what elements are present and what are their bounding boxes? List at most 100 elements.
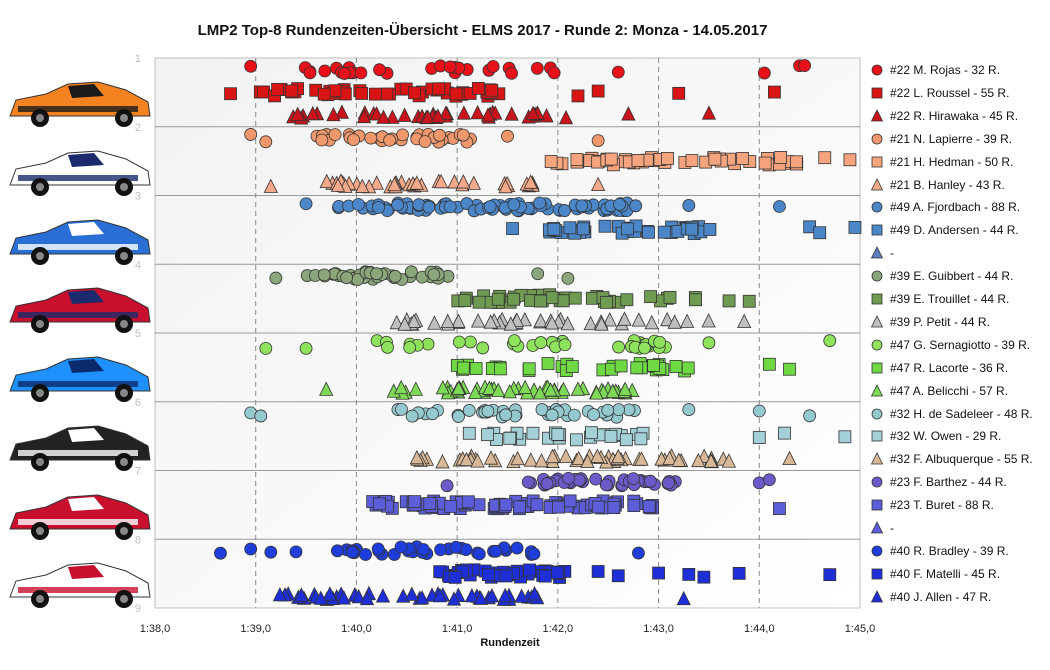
data-point [517, 379, 533, 394]
legend-label: #21 B. Hanley - 43 R. [890, 177, 1005, 192]
legend-item: #21 B. Hanley - 43 R. [868, 174, 1005, 196]
x-tick-label: 1:42,0 [543, 623, 574, 635]
legend-marker [871, 224, 883, 236]
data-point [599, 478, 613, 492]
data-point [591, 84, 605, 98]
legend-marker [871, 87, 883, 99]
data-point [319, 381, 334, 396]
data-point [459, 451, 474, 467]
data-point [443, 200, 457, 214]
data-point [269, 271, 283, 285]
circle-marker-icon [871, 545, 883, 557]
data-point [289, 545, 303, 559]
data-point [456, 361, 470, 375]
circle-marker-icon [871, 408, 883, 419]
data-point [732, 566, 746, 580]
data-point [491, 292, 505, 306]
legend-label: #47 R. Lacorte - 36 R. [890, 360, 1009, 375]
data-point [662, 476, 675, 490]
legend-label: #21 H. Hedman - 50 R. [890, 154, 1014, 169]
data-point [547, 222, 561, 236]
data-point [456, 105, 472, 120]
data-point [451, 380, 466, 395]
legend-marker [871, 408, 883, 419]
triangle-marker-icon [870, 521, 884, 534]
data-point [389, 314, 404, 330]
legend-marker [871, 133, 883, 145]
legend-item: #21 N. Lapierre - 39 R. [868, 128, 1012, 150]
data-point [534, 294, 548, 308]
data-point [473, 590, 488, 605]
triangle-marker-icon [870, 383, 884, 396]
legend-item: #47 R. Lacorte - 36 R. [868, 357, 1008, 379]
data-point [580, 453, 595, 469]
circle-marker-icon [871, 339, 883, 351]
data-point [347, 133, 360, 147]
data-point [848, 221, 862, 234]
data-point [818, 151, 832, 165]
series-points [244, 402, 817, 424]
data-point [540, 477, 554, 490]
square-marker-icon [871, 293, 883, 305]
legend-marker [870, 177, 884, 190]
data-point [685, 222, 699, 236]
legend-item: #39 E. Trouillet - 44 R. [868, 288, 1009, 310]
data-point [396, 128, 409, 142]
data-point [476, 341, 490, 355]
x-tick-label: 1:41,0 [442, 623, 473, 635]
data-point [451, 313, 466, 328]
data-point [587, 408, 600, 421]
legend-item: #47 G. Sernagiotto - 39 R. [868, 334, 1030, 356]
y-tick-label: 8 [135, 534, 141, 546]
legend-item: #49 A. Fjordbach - 88 R. [868, 196, 1020, 218]
data-point [584, 426, 598, 440]
legend-label: #32 W. Owen - 29 R. [890, 429, 1002, 444]
data-point [480, 107, 496, 122]
data-point [466, 175, 481, 190]
data-point [591, 565, 605, 578]
data-point [620, 293, 634, 307]
data-point [544, 315, 560, 330]
legend-label: #39 E. Guibbert - 44 R. [890, 269, 1014, 284]
series-points [299, 196, 786, 218]
data-point [501, 129, 514, 143]
data-point [544, 155, 558, 168]
data-point [570, 381, 586, 396]
x-tick-label: 1:39,0 [240, 623, 271, 635]
data-point [531, 267, 545, 281]
data-point [561, 271, 575, 285]
data-point [433, 128, 446, 142]
data-point [481, 428, 494, 442]
x-axis-label: Rundenzeit [480, 637, 540, 649]
data-point [660, 311, 675, 327]
data-point [545, 291, 559, 305]
data-point [294, 587, 309, 602]
data-point [254, 409, 268, 423]
data-point [448, 570, 462, 584]
data-point [558, 338, 572, 352]
data-point [470, 313, 486, 328]
data-point [290, 106, 305, 121]
data-point [432, 82, 446, 96]
y-tick-label: 7 [135, 466, 141, 478]
data-point [499, 569, 513, 583]
data-point [762, 357, 776, 371]
data-point [244, 128, 258, 141]
data-point [470, 453, 485, 468]
legend-label: #22 R. Hirawaka - 45 R. [890, 108, 1019, 123]
data-point [736, 152, 749, 165]
data-point [632, 546, 645, 560]
data-point [521, 475, 535, 489]
data-point [545, 448, 560, 464]
legend-marker [871, 293, 883, 305]
data-point [629, 199, 643, 213]
data-point [523, 452, 539, 467]
data-point [299, 341, 313, 355]
data-point [452, 410, 465, 423]
data-point [522, 362, 536, 376]
series-points [224, 81, 781, 103]
data-point [394, 379, 409, 395]
data-point [644, 290, 658, 304]
data-point [368, 87, 382, 101]
